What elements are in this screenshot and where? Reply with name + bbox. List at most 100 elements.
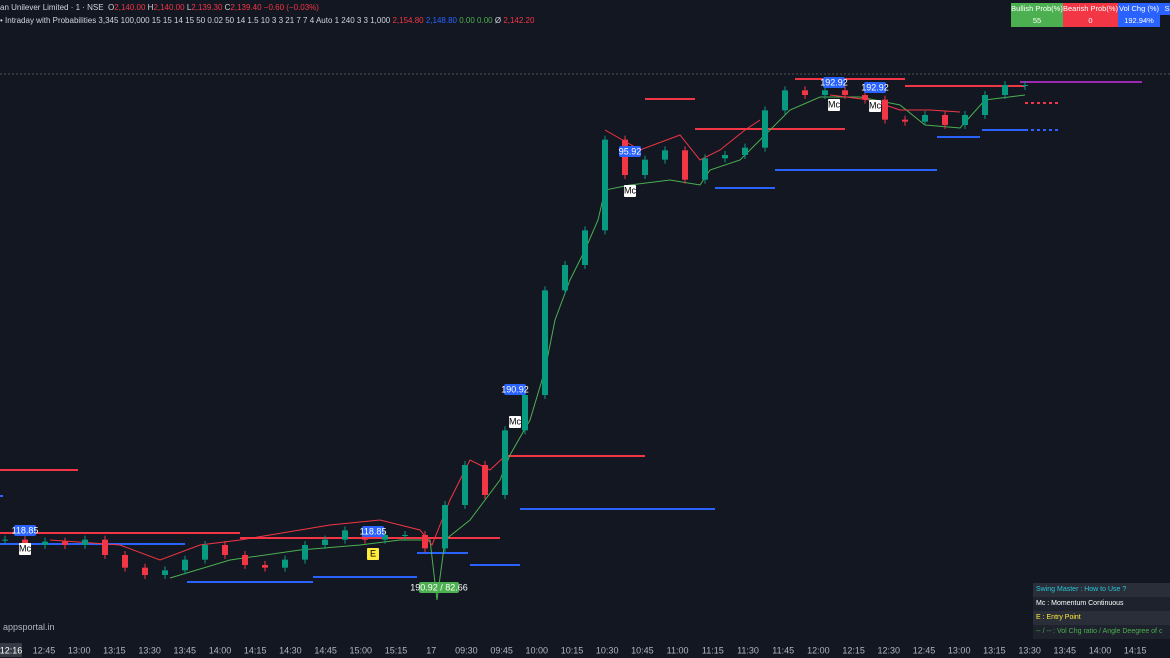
time-label: 13:30 (1018, 645, 1041, 655)
table-header: Bullish Prob(%) (1011, 3, 1063, 15)
marker-label: 118.85 (360, 526, 387, 536)
candle (62, 541, 68, 545)
time-cursor-bg (0, 643, 22, 657)
time-label: 13:00 (948, 645, 971, 655)
ohlc: O2,140.00 H2,140.00 L2,139.30 C2,139.40 (108, 3, 264, 12)
table-value: 55 (1011, 15, 1063, 27)
candle (422, 535, 428, 549)
marker-bg (823, 77, 845, 88)
tag-bg (367, 548, 379, 560)
candle (562, 265, 568, 291)
candle (222, 545, 228, 555)
probability-table: Bullish Prob(%) Bearish Prob(%) Vol Chg (%… (1011, 3, 1170, 27)
candle (602, 139, 608, 231)
tag-label: Mc (869, 100, 881, 110)
entry-label-bg (419, 582, 459, 593)
tag-bg (19, 543, 31, 555)
legend-line: -- / -- : Vol Chg ratio / Angle Deegree … (1033, 625, 1170, 639)
support-levels (0, 129, 1025, 583)
indicator: Intraday with Probabilities 3,345 100,00… (5, 16, 391, 25)
indicator-value: Ø (494, 16, 502, 25)
candle (962, 115, 968, 125)
ohlc-value: 2,139.40 (230, 3, 262, 12)
candle (762, 110, 768, 148)
candle (722, 155, 728, 159)
candle (982, 95, 988, 115)
tag-bg (624, 185, 636, 197)
entry-label: 190.92 / 82.66 (410, 582, 468, 592)
table-value: 0 (1063, 15, 1118, 27)
legend-line: E : Entry Point (1033, 611, 1170, 625)
candle (922, 115, 928, 122)
time-label: 10:00 (526, 645, 549, 655)
candle (942, 115, 948, 125)
marker-label: 192.92 (820, 77, 848, 87)
ohlc-value: 2,140.00 (153, 3, 185, 12)
candle (582, 230, 588, 265)
legend-title: Swing Master : How to Use ? (1033, 583, 1170, 597)
table-header: Sig (1160, 3, 1170, 15)
candle (202, 545, 208, 560)
indicator-value: 2,142.20 (503, 16, 535, 25)
tag-label: Mc (624, 185, 636, 195)
time-label: 10:15 (561, 645, 584, 655)
marker-bg (864, 82, 886, 93)
candle (542, 290, 548, 395)
time-label: 11:45 (772, 645, 794, 655)
time-label: 13:15 (103, 645, 126, 655)
candle (862, 95, 868, 100)
candle (622, 139, 628, 175)
ohlc-key: O (108, 3, 115, 12)
candle (742, 147, 748, 155)
table-header: Bearish Prob(%) (1063, 3, 1118, 15)
time-label: 12:45 (33, 645, 56, 655)
tag-label: Mc (19, 543, 31, 553)
watermark: appsportal.in (3, 622, 55, 632)
ohlc-value: 2,140.00 (114, 3, 146, 12)
tag-label: Mc (828, 99, 840, 109)
time-label: 17 (426, 645, 436, 655)
candle (642, 159, 648, 175)
time-label: 11:00 (667, 645, 689, 655)
tag-label: E (370, 548, 376, 558)
time-label: 14:30 (279, 645, 302, 655)
ohlc-key: C (224, 3, 231, 12)
candle (902, 119, 908, 122)
tag-bg (869, 100, 881, 112)
time-label: 09:30 (455, 645, 478, 655)
candle (182, 559, 188, 571)
time-label: 14:00 (1089, 645, 1112, 655)
candle (782, 90, 788, 111)
time-label: 15:15 (385, 645, 408, 655)
candles (2, 81, 1028, 579)
candle (822, 90, 828, 95)
marker-label: 95.92 (619, 146, 642, 156)
candle (842, 90, 848, 95)
change: −0.60 (−0.03%) (263, 3, 319, 12)
marker-label: 118.85 (12, 525, 39, 535)
levels (0, 78, 1142, 583)
time-label: 11:15 (702, 645, 724, 655)
time-label: 13:30 (138, 645, 161, 655)
tag-label: Mc (509, 416, 521, 426)
candle (702, 158, 708, 180)
candle (1002, 85, 1008, 95)
time-cursor: 12:16 (0, 645, 22, 655)
time-label: 12:00 (807, 645, 830, 655)
candle (882, 99, 888, 120)
indicator-value: 0.00 (477, 16, 493, 25)
indicator-values: 2,154.80 2,148.80 0.00 0.00 Ø 2,142.20 (392, 16, 534, 25)
candle (262, 565, 268, 568)
candle (322, 539, 328, 545)
candle (82, 539, 88, 545)
candle (802, 90, 808, 95)
tag-bg (828, 99, 840, 111)
time-label: 13:00 (68, 645, 91, 655)
symbol-header: an Unilever Limited · 1 · NSE O2,140.00 … (0, 3, 319, 12)
time-label: 12:45 (913, 645, 936, 655)
candle (502, 430, 508, 495)
candle (282, 559, 288, 568)
ohlc-key: L (186, 3, 192, 12)
